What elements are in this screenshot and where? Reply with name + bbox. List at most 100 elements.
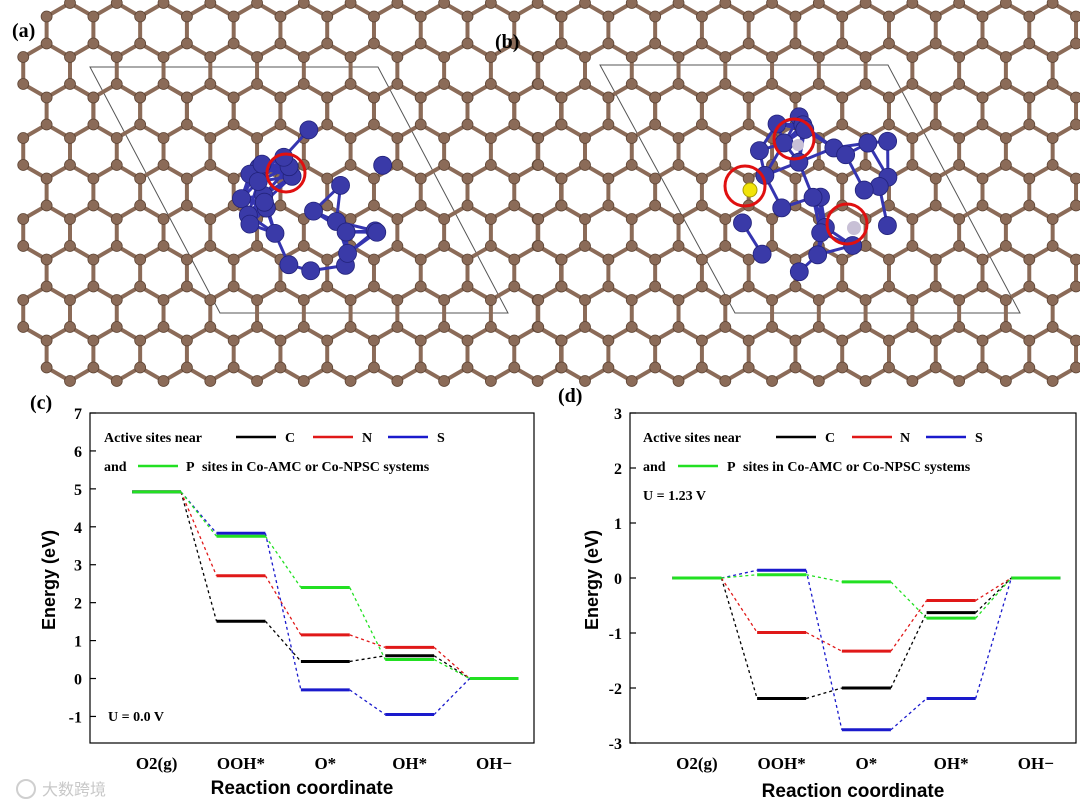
carbon-atom xyxy=(391,132,404,144)
carbon-atom xyxy=(251,375,263,387)
panel-d-legend-label-P: P xyxy=(727,460,736,475)
carbon-atom xyxy=(1070,172,1080,185)
carbon-atom xyxy=(134,199,147,212)
x-category-label: OH* xyxy=(392,754,427,773)
panel-a-structure: (a) xyxy=(12,0,567,387)
carbon-atom xyxy=(649,118,662,131)
carbon-atom xyxy=(883,91,895,104)
carbon-atom xyxy=(438,51,451,63)
carbon-atom xyxy=(532,213,545,225)
y-tick-label: 7 xyxy=(74,406,82,423)
carbon-atom xyxy=(64,51,76,63)
cobalt-atom xyxy=(265,223,285,243)
y-tick-label: 1 xyxy=(614,516,622,533)
carbon-atom xyxy=(672,0,685,9)
carbon-atom xyxy=(461,10,474,23)
carbon-atom xyxy=(1046,0,1059,9)
carbon-atom xyxy=(40,37,53,50)
carbon-atom xyxy=(929,253,942,266)
carbon-atom xyxy=(344,0,357,9)
carbon-atom xyxy=(87,10,100,23)
carbon-atom xyxy=(438,240,451,252)
transition-line xyxy=(975,577,1012,602)
carbon-atom xyxy=(929,334,942,347)
y-tick-label: 3 xyxy=(74,558,82,575)
carbon-atom xyxy=(766,321,778,333)
carbon-atom xyxy=(157,321,170,333)
panel-c-legend-label-S: S xyxy=(437,431,445,446)
carbon-atom xyxy=(87,91,100,104)
carbon-atom xyxy=(461,37,474,50)
carbon-atom xyxy=(649,172,662,185)
transition-line xyxy=(349,634,386,649)
carbon-atom xyxy=(696,199,708,212)
cobalt-atom xyxy=(878,216,897,235)
carbon-atom xyxy=(414,172,427,185)
carbon-atom xyxy=(64,321,76,333)
transition-line xyxy=(264,620,302,662)
carbon-atom xyxy=(391,78,404,90)
carbon-atom xyxy=(1070,118,1080,131)
carbon-atom xyxy=(579,321,591,333)
carbon-atom xyxy=(812,159,825,171)
carbon-atom xyxy=(40,280,53,293)
carbon-atom xyxy=(181,253,193,266)
y-tick-label: -1 xyxy=(69,709,82,726)
carbon-atom xyxy=(719,159,732,171)
panel-b-unit-cell xyxy=(599,64,1021,314)
carbon-atom xyxy=(883,37,895,50)
cobalt-atom xyxy=(858,133,878,153)
carbon-atom xyxy=(976,91,989,104)
x-category-label: OH− xyxy=(476,754,512,773)
carbon-atom xyxy=(953,321,966,333)
carbon-atom xyxy=(696,37,708,50)
transition-line xyxy=(721,569,758,579)
carbon-atom xyxy=(274,10,287,23)
carbon-atom xyxy=(251,321,263,333)
carbon-atom xyxy=(859,78,872,90)
carbon-atom xyxy=(508,253,521,266)
carbon-atom xyxy=(976,172,989,185)
carbon-atom xyxy=(766,0,778,9)
carbon-atom xyxy=(696,334,708,347)
panel-d-xlabel: Reaction coordinate xyxy=(762,781,945,802)
carbon-atom xyxy=(883,253,895,266)
carbon-atom xyxy=(297,321,310,333)
carbon-atom xyxy=(251,78,263,90)
carbon-atom xyxy=(204,294,217,306)
carbon-atom xyxy=(1070,253,1080,266)
carbon-atom xyxy=(625,159,638,171)
carbon-atom xyxy=(181,361,193,374)
carbon-atom xyxy=(321,91,334,104)
carbon-atom xyxy=(1023,253,1036,266)
panel-a-active-site-circle xyxy=(265,152,307,194)
carbon-atom xyxy=(602,172,615,185)
carbon-atom xyxy=(883,334,895,347)
carbon-atom xyxy=(742,361,755,374)
carbon-atom xyxy=(555,118,568,131)
carbon-atom xyxy=(976,253,989,266)
cobalt-atom xyxy=(803,187,823,207)
carbon-atom xyxy=(906,159,919,171)
carbon-atom xyxy=(812,0,825,9)
carbon-atom xyxy=(929,10,942,23)
transition-line xyxy=(805,570,843,730)
carbon-atom xyxy=(391,51,404,63)
carbon-atom xyxy=(461,118,474,131)
carbon-atom xyxy=(274,280,287,293)
carbon-atom xyxy=(719,132,732,144)
carbon-atom xyxy=(157,0,170,9)
carbon-atom xyxy=(672,240,685,252)
carbon-atom xyxy=(344,132,357,144)
panel-d-series xyxy=(672,568,1061,732)
cobalt-atom xyxy=(733,213,752,233)
carbon-atom xyxy=(649,37,662,50)
carbon-atom xyxy=(87,118,100,131)
carbon-atom xyxy=(532,78,545,90)
carbon-atom xyxy=(391,213,404,225)
carbon-atom xyxy=(999,240,1012,252)
carbon-atom xyxy=(579,78,591,90)
carbon-atom xyxy=(1046,375,1059,387)
carbon-atom xyxy=(532,321,545,333)
panel-a-carbon-lattice xyxy=(17,0,567,387)
